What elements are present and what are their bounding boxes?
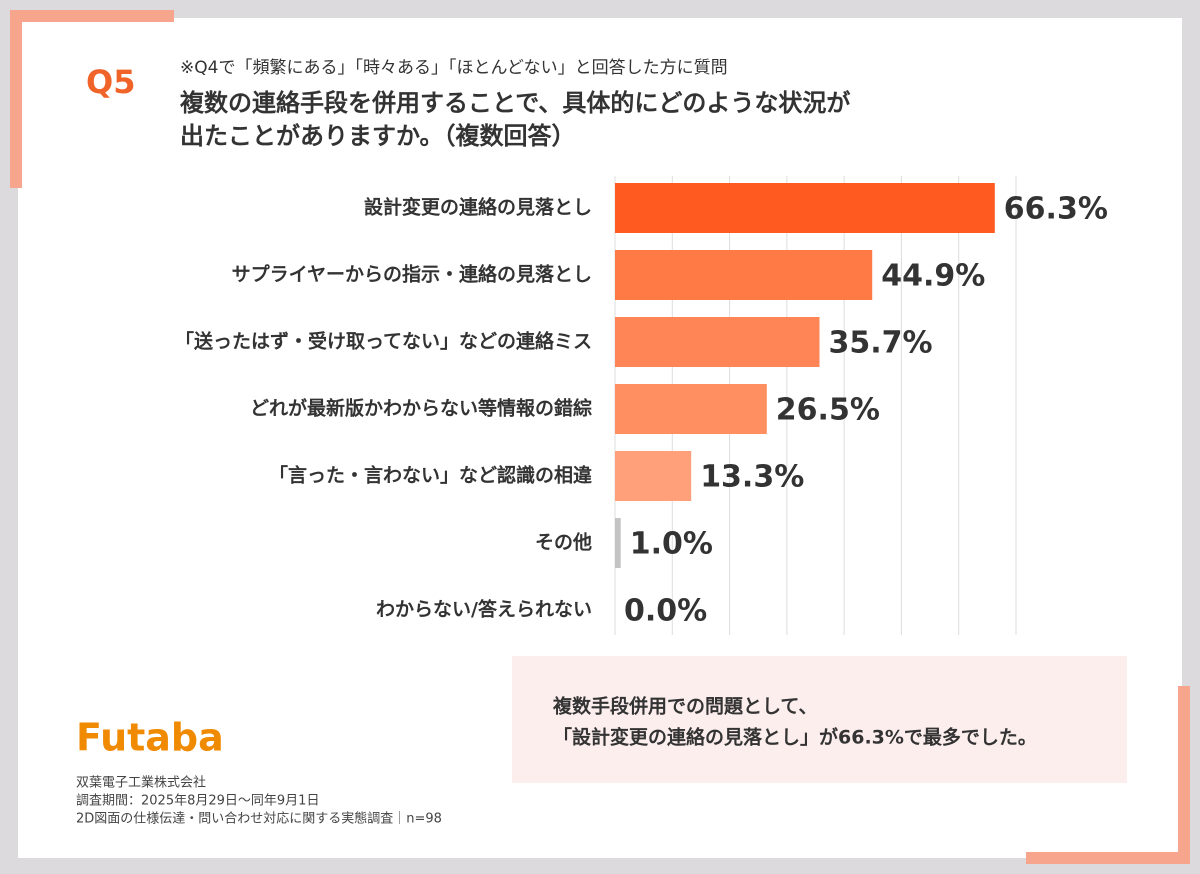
y-tick-label: サプライヤーからの指示・連絡の見落とし — [232, 263, 592, 286]
plot: 設計変更の連絡の見落とし 66.3% サプライヤーからの指示・連絡の見落とし 44.9… — [175, 176, 1108, 635]
bar — [615, 317, 820, 367]
accent — [10, 10, 22, 188]
y-tick-label: わからない/答えられない — [376, 598, 592, 621]
data-label: 26.5% — [776, 393, 880, 428]
bar — [615, 183, 995, 233]
data-label: 35.7% — [829, 326, 933, 361]
accent — [1178, 686, 1190, 864]
y-tick-label: 設計変更の連絡の見落とし — [364, 196, 592, 219]
bar — [615, 518, 621, 568]
footer-text: 2D図面の仕様伝達・問い合わせ対応に関する実態調査｜n=98 — [76, 811, 442, 827]
note-box — [512, 656, 1127, 783]
bar — [615, 451, 692, 501]
footer-text: 双葉電子工業株式会社 — [76, 775, 206, 791]
data-label: 66.3% — [1004, 192, 1108, 227]
logo: Futaba — [76, 716, 224, 760]
y-tick-label: 「言った・言わない」など認識の相違 — [269, 464, 592, 487]
note-text: 「設計変更の連絡の見落とし」が66.3%で最多でした。 — [553, 726, 1037, 749]
accent — [1026, 852, 1190, 864]
data-label: 44.9% — [881, 259, 985, 294]
question-label: Q5 — [86, 63, 135, 101]
note-text: 複数手段併用での問題として、 — [552, 695, 817, 718]
chart-subtitle: ※Q4で「頻繁にある」「時々ある」「ほとんどない」と回答した方に質問 — [180, 58, 728, 78]
y-tick-label: 「送ったはず・受け取ってない」などの連絡ミス — [175, 330, 592, 353]
bar — [615, 384, 767, 434]
footer-text: 調査期間：2025年8月29日〜同年9月1日 — [76, 794, 319, 809]
bar — [615, 250, 873, 300]
y-tick-label: どれが最新版かわからない等情報の錯綜 — [250, 397, 592, 420]
data-label: 0.0% — [624, 594, 707, 629]
y-tick-label: その他 — [535, 531, 592, 554]
data-label: 1.0% — [630, 527, 713, 562]
chart-title: 複数の連絡手段を併用することで、具体的にどのような状況が — [180, 89, 850, 117]
accent — [10, 10, 174, 22]
data-label: 13.3% — [700, 460, 804, 495]
chart-title: 出たことがありますか。（複数回答） — [180, 122, 576, 150]
